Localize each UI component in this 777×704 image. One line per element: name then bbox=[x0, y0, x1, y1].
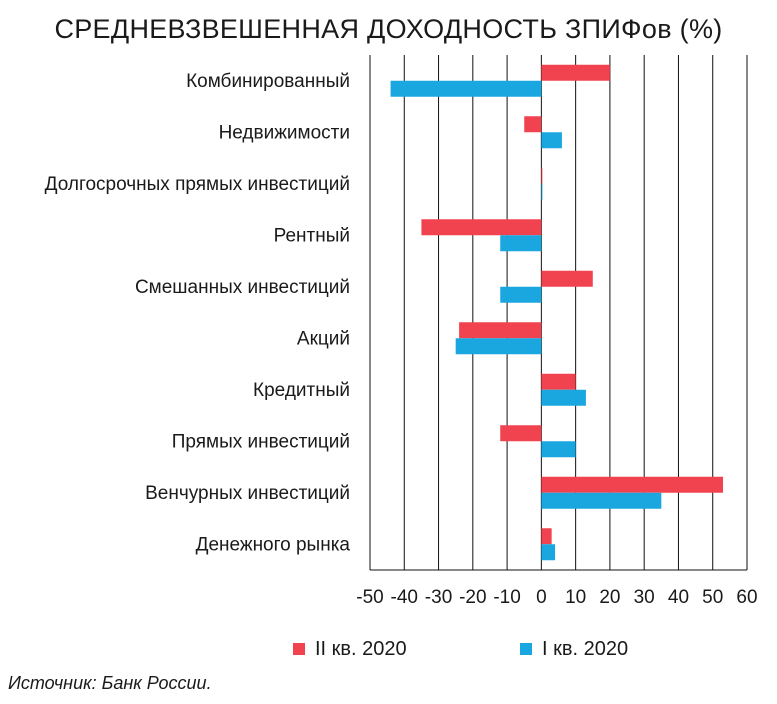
bar-series-1 bbox=[421, 219, 542, 236]
x-tick-label: -30 bbox=[425, 587, 452, 608]
category-label: Венчурных инвестиций bbox=[145, 483, 350, 504]
category-label: Комбинированный bbox=[186, 71, 350, 92]
legend-swatch bbox=[293, 643, 305, 655]
x-tick-label: 10 bbox=[565, 587, 586, 608]
x-tick-label: 0 bbox=[536, 587, 547, 608]
category-label: Денежного рынка bbox=[196, 534, 351, 555]
category-label: Рентный bbox=[274, 225, 350, 246]
legend-item-series-1: II кв. 2020 bbox=[293, 636, 407, 662]
legend-label: I кв. 2020 bbox=[542, 637, 629, 660]
category-label: Смешанных инвестиций bbox=[135, 277, 350, 298]
bar-series-2 bbox=[541, 389, 586, 406]
bar-series-2 bbox=[541, 492, 662, 509]
x-tick-label: 60 bbox=[736, 587, 757, 608]
bar-series-1 bbox=[541, 167, 543, 184]
category-label: Долгосрочных прямых инвестиций bbox=[45, 174, 350, 195]
x-tick-label: 40 bbox=[668, 587, 689, 608]
legend-swatch bbox=[520, 643, 532, 655]
bar-series-2 bbox=[500, 286, 542, 303]
category-label: Акций bbox=[297, 328, 350, 349]
bar-series-1 bbox=[541, 64, 610, 81]
x-axis-ticks: -50 -40 -30 -20 -10 0 10 20 30 40 50 60 bbox=[356, 587, 757, 608]
bar-series-1 bbox=[541, 528, 552, 545]
chart-title: СРЕДНЕВЗВЕШЕННАЯ ДОХОДНОСТЬ ЗПИФов (%) bbox=[54, 14, 723, 44]
category-label: Недвижимости bbox=[219, 122, 350, 143]
bar-series-1 bbox=[459, 322, 542, 339]
bar-series-2 bbox=[541, 544, 556, 561]
category-label: Прямых инвестиций bbox=[172, 431, 350, 452]
bars-layer bbox=[390, 64, 724, 561]
legend-item-series-2: I кв. 2020 bbox=[520, 636, 628, 662]
source-note: Источник: Банк России. bbox=[8, 673, 212, 693]
x-tick-label: 50 bbox=[702, 587, 723, 608]
category-label: Кредитный bbox=[253, 380, 350, 401]
bar-series-2 bbox=[500, 235, 542, 252]
bar-series-1 bbox=[500, 425, 542, 442]
bar-series-2 bbox=[455, 338, 542, 355]
x-tick-label: 30 bbox=[634, 587, 655, 608]
category-labels: Комбинированный Недвижимости Долгосрочных … bbox=[45, 71, 351, 556]
bar-series-1 bbox=[541, 476, 724, 493]
bar-series-1 bbox=[541, 270, 593, 287]
bar-series-2 bbox=[541, 441, 576, 458]
bar-series-2 bbox=[541, 183, 543, 200]
legend-label: II кв. 2020 bbox=[315, 637, 407, 660]
x-tick-label: -40 bbox=[391, 587, 418, 608]
x-tick-label: -20 bbox=[459, 587, 486, 608]
bar-series-2 bbox=[390, 80, 542, 97]
bar-series-2 bbox=[541, 132, 562, 149]
x-tick-label: -10 bbox=[493, 587, 520, 608]
bar-series-1 bbox=[541, 373, 576, 390]
x-tick-label: -50 bbox=[356, 587, 383, 608]
bar-series-1 bbox=[524, 116, 542, 133]
x-tick-label: 20 bbox=[599, 587, 620, 608]
